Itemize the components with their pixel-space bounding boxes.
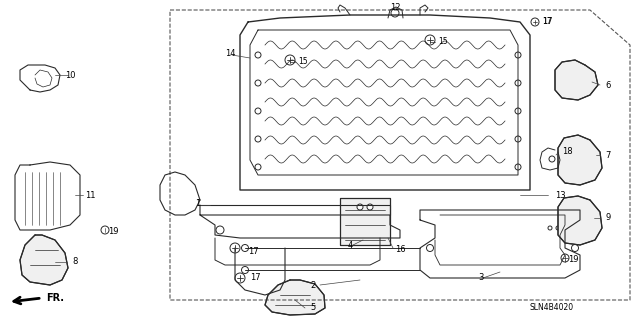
Text: 17: 17 [250,273,260,283]
Circle shape [515,164,521,170]
Circle shape [255,108,261,114]
Circle shape [255,136,261,142]
Circle shape [572,244,579,251]
Text: 17: 17 [542,18,552,26]
Circle shape [357,204,363,210]
Circle shape [255,80,261,86]
Circle shape [425,35,435,45]
Text: 14: 14 [225,48,236,57]
Circle shape [241,244,248,251]
Polygon shape [340,198,390,245]
Polygon shape [558,135,602,185]
Text: FR.: FR. [46,293,64,303]
Circle shape [515,52,521,58]
Text: 17: 17 [542,18,552,26]
Text: 15: 15 [298,57,308,66]
Polygon shape [20,235,68,285]
Circle shape [561,254,569,262]
Circle shape [367,204,373,210]
Circle shape [285,55,295,65]
Circle shape [241,266,248,273]
Circle shape [426,244,433,251]
Text: 13: 13 [555,190,566,199]
Circle shape [391,9,399,17]
Text: 8: 8 [72,257,77,266]
Circle shape [556,226,560,230]
Text: 18: 18 [562,147,573,157]
Text: 5: 5 [310,303,316,313]
Circle shape [548,226,552,230]
Circle shape [531,18,539,26]
Polygon shape [558,196,602,245]
Text: 19: 19 [108,227,118,236]
Text: 19: 19 [568,256,579,264]
Text: 2: 2 [310,280,316,290]
Circle shape [564,226,568,230]
Circle shape [101,226,109,234]
Text: 3: 3 [478,273,483,283]
Circle shape [230,243,240,253]
Text: 15: 15 [438,38,447,47]
Text: 11: 11 [85,190,95,199]
Text: 9: 9 [605,213,611,222]
Polygon shape [265,280,325,315]
Polygon shape [555,60,598,100]
Text: SLN4B4020: SLN4B4020 [530,303,574,313]
Circle shape [515,80,521,86]
Circle shape [515,108,521,114]
Text: 12: 12 [390,4,400,12]
Circle shape [235,273,245,283]
Text: 6: 6 [605,80,611,90]
Text: 17: 17 [248,248,259,256]
Text: 4: 4 [348,241,353,249]
Text: 1: 1 [195,198,200,207]
Circle shape [549,156,555,162]
Circle shape [216,226,224,234]
Text: 7: 7 [605,151,611,160]
Text: 10: 10 [65,70,76,79]
Circle shape [515,136,521,142]
Text: 16: 16 [395,246,406,255]
Circle shape [255,52,261,58]
Circle shape [255,164,261,170]
